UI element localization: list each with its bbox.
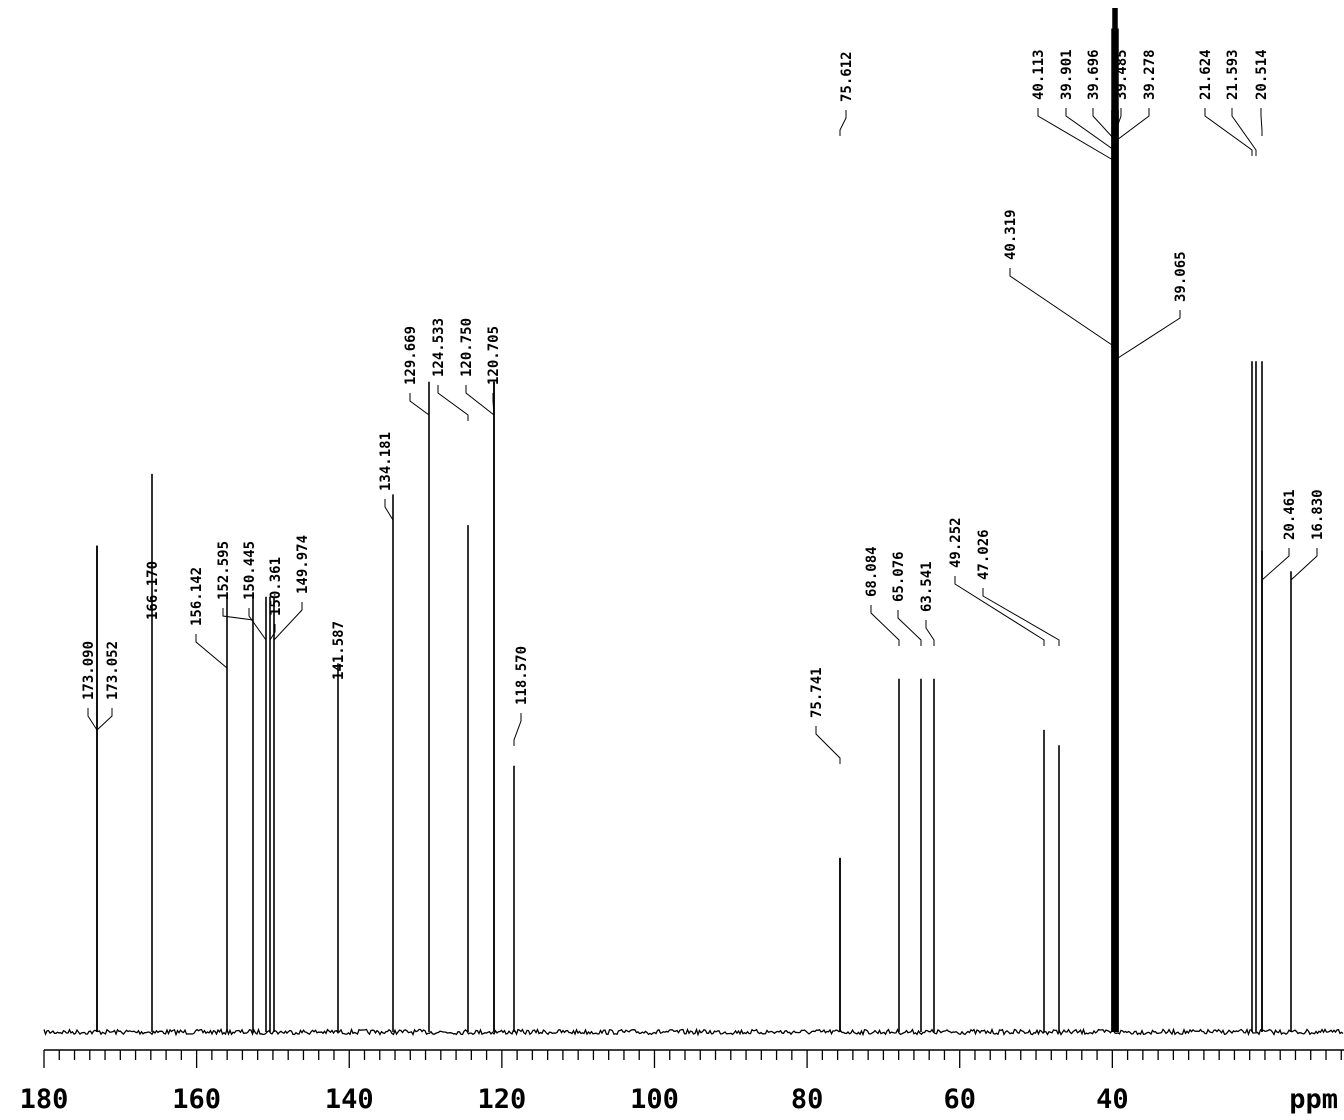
peak-leader: [1231, 108, 1257, 156]
peak-leader: [870, 605, 900, 646]
peak-leader: [897, 610, 922, 646]
peak-label: 21.593: [1225, 49, 1241, 100]
peak-label: 20.514: [1254, 49, 1270, 100]
peak-leader: [513, 713, 522, 746]
peak-leader: [409, 393, 430, 421]
peak-leader: [1116, 108, 1150, 146]
peak-leader: [96, 708, 113, 736]
peak-leader: [248, 608, 267, 646]
peak-label: 150.361: [268, 557, 284, 616]
peak-label: 120.705: [486, 326, 502, 385]
peak-leader: [982, 588, 1060, 646]
peak-label: 47.026: [976, 529, 992, 580]
peak-label: 149.974: [295, 535, 311, 594]
peak-label: 39.901: [1059, 49, 1075, 100]
peak-label: 68.084: [864, 546, 880, 597]
peak-leader: [195, 634, 228, 674]
peak-label: 134.181: [378, 432, 394, 491]
peak-leader: [1261, 548, 1290, 586]
peak-lines: [96, 8, 1292, 1032]
peak-label: 75.741: [809, 667, 825, 718]
peak-label: 63.541: [919, 561, 935, 612]
peak-label: 150.445: [242, 541, 258, 600]
peak-label: 173.052: [105, 641, 121, 700]
peak-leader: [1260, 108, 1263, 136]
peak-leader: [1290, 548, 1318, 586]
x-axis-unit-label: ppm: [1289, 1084, 1338, 1115]
peak-leader: [437, 385, 469, 421]
peak-label: 49.252: [948, 517, 964, 568]
peak-leader: [1117, 310, 1181, 364]
x-tick-label: 140: [325, 1084, 374, 1115]
x-axis: 180 160 140 120 100 80 60 40 ppm: [20, 1049, 1344, 1115]
peak-leader: [925, 620, 935, 646]
peak-label: 40.319: [1003, 209, 1019, 260]
peak-label: 173.090: [81, 641, 97, 700]
peak-leader: [1065, 108, 1115, 156]
peak-label-leaders: [87, 108, 1318, 764]
peak-leader: [384, 499, 394, 526]
peak-label: 39.485: [1114, 49, 1130, 100]
peak-label: 120.750: [459, 318, 475, 377]
peak-label: 39.696: [1086, 49, 1102, 100]
peak-leader: [87, 708, 98, 736]
x-tick-label: 120: [477, 1084, 526, 1115]
spectrum-baseline: [43, 1027, 1344, 1037]
peak-leader: [815, 726, 841, 764]
peak-leader: [465, 385, 495, 421]
peak-label: 39.278: [1142, 49, 1158, 100]
x-tick-label: 180: [20, 1084, 69, 1115]
peak-leader: [1009, 268, 1113, 351]
x-tick-label: 160: [172, 1084, 221, 1115]
peak-label: 141.587: [331, 621, 347, 680]
peak-leader: [1204, 108, 1253, 156]
peak-label: 16.830: [1310, 489, 1326, 540]
x-tick-label: 80: [791, 1084, 824, 1115]
peak-leader: [839, 110, 847, 136]
peak-label: 21.624: [1198, 49, 1214, 100]
peak-label: 124.533: [431, 318, 447, 377]
peak-label: 39.065: [1173, 251, 1189, 302]
peak-leader: [1037, 108, 1114, 166]
peak-label: 20.461: [1282, 489, 1298, 540]
peak-labels: 173.090 173.052 166.170 156.142 152.595 150.4…: [81, 49, 1326, 718]
x-tick-label: 40: [1096, 1084, 1129, 1115]
peak-label: 75.612: [839, 51, 855, 102]
peak-label: 152.595: [216, 541, 232, 600]
peak-label: 118.570: [514, 646, 530, 705]
peak-label: 40.113: [1031, 49, 1047, 100]
peak-leader: [954, 576, 1045, 646]
peak-label: 156.142: [189, 567, 205, 626]
x-tick-label: 100: [630, 1084, 679, 1115]
peak-label: 166.170: [145, 561, 161, 620]
peak-label: 129.669: [403, 326, 419, 385]
peak-label: 65.076: [891, 551, 907, 602]
x-tick-label: 60: [943, 1084, 976, 1115]
